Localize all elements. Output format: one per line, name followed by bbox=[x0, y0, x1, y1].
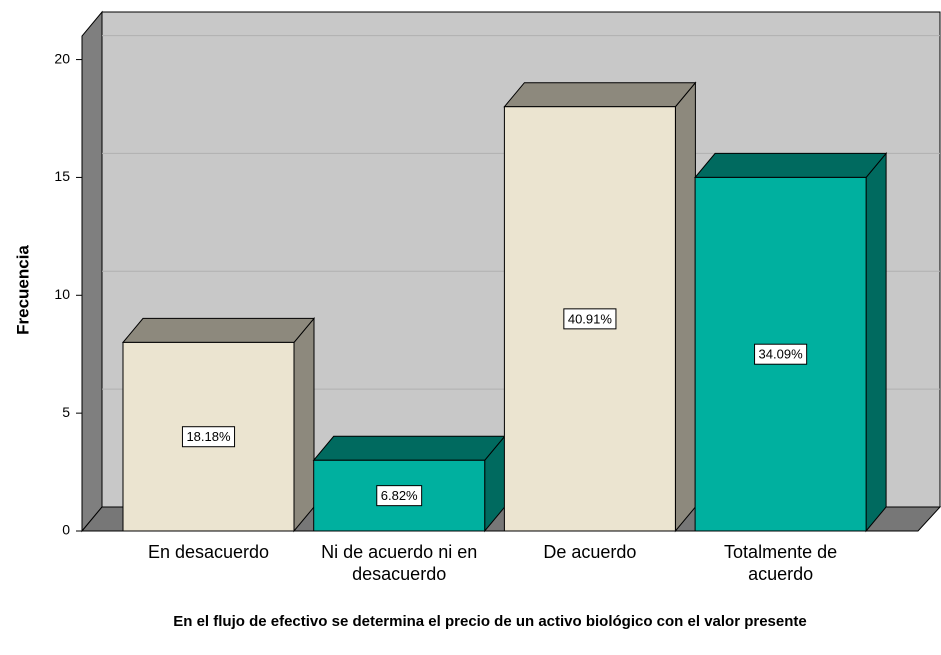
bar-group: 40.91% bbox=[503, 81, 697, 533]
bar-top bbox=[121, 317, 316, 343]
data-label-box bbox=[563, 308, 617, 330]
bar-top bbox=[503, 82, 697, 108]
y-tick-label: 20 bbox=[54, 50, 70, 66]
bar-group: 6.82% bbox=[312, 434, 506, 533]
bar-group: 18.18% bbox=[121, 317, 316, 533]
y-tick-label: 10 bbox=[54, 286, 70, 302]
bar-side bbox=[293, 317, 315, 533]
data-label: 6.82% bbox=[381, 488, 418, 503]
x-tick-label: En desacuerdo bbox=[147, 542, 270, 562]
data-label: 40.91% bbox=[568, 311, 613, 326]
data-label: 34.09% bbox=[759, 347, 804, 362]
x-tick-label: Ni de acuerdo ni en desacuerdo bbox=[321, 542, 478, 584]
x-tick-label: De acuerdo bbox=[543, 542, 637, 562]
bar-top bbox=[694, 152, 888, 178]
data-label-box bbox=[181, 426, 236, 448]
y-tick-label: 15 bbox=[54, 168, 70, 184]
data-label: 18.18% bbox=[186, 429, 231, 444]
data-label-box bbox=[376, 485, 423, 507]
data-label-box bbox=[754, 343, 808, 365]
x-axis-title: En el flujo de efectivo se determina el … bbox=[173, 613, 807, 630]
bar-side bbox=[674, 81, 696, 533]
y-tick-label: 0 bbox=[62, 522, 70, 538]
bar-side bbox=[865, 152, 887, 533]
y-tick-label: 5 bbox=[62, 404, 70, 420]
bar-top bbox=[312, 435, 506, 461]
y-axis-title: Frecuencia bbox=[13, 245, 32, 335]
x-tick-label: Totalmente de acuerdo bbox=[724, 542, 838, 584]
side-wall bbox=[81, 10, 103, 533]
bar-group: 34.09% bbox=[694, 152, 888, 533]
